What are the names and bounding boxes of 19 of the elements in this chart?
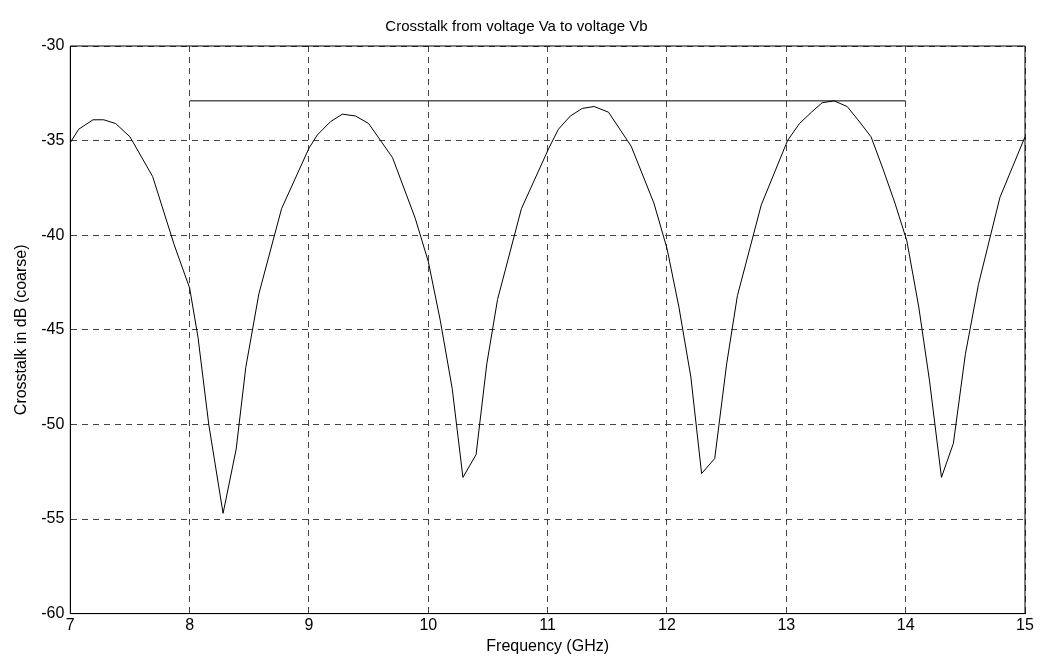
x-tick-label: 12 — [658, 615, 676, 633]
x-tick-label: 13 — [777, 615, 796, 633]
y-tick-label: -60 — [41, 604, 65, 622]
x-tick-label: 7 — [65, 615, 75, 633]
x-tick-label: 9 — [304, 615, 314, 633]
y-axis-title: Crosstalk in dB (coarse) — [12, 244, 30, 416]
x-tick-label: 15 — [1016, 615, 1034, 633]
y-tick-label: -30 — [41, 36, 65, 54]
x-tick-label: 11 — [539, 615, 557, 633]
y-tick-label: -50 — [41, 414, 65, 432]
x-axis-title: Frequency (GHz) — [486, 636, 610, 654]
y-tick-label: -40 — [41, 225, 65, 243]
y-tick-label: -45 — [41, 320, 65, 338]
y-tick-label: -35 — [41, 131, 65, 149]
x-tick-label: 8 — [185, 615, 195, 633]
x-tick-label: 14 — [896, 615, 915, 633]
x-tick-label: 10 — [419, 615, 438, 633]
chart-title: Crosstalk from voltage Va to voltage Vb — [385, 17, 648, 35]
y-tick-label: -55 — [41, 509, 65, 527]
